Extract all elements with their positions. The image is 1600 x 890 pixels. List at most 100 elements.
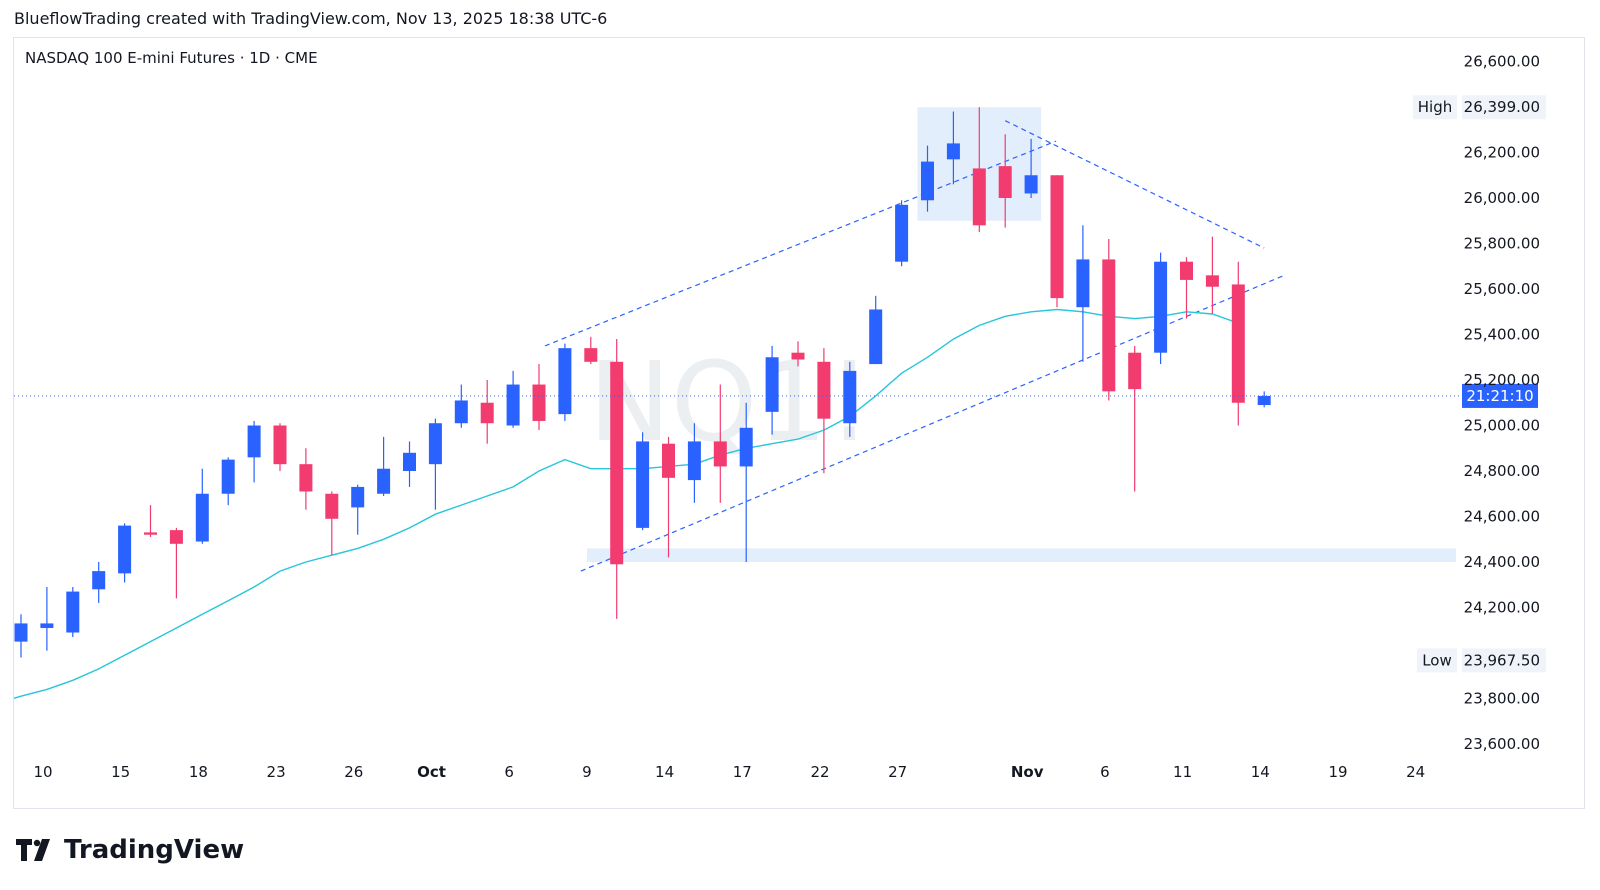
candle[interactable] (273, 423, 287, 471)
candle-body (299, 464, 313, 492)
candle[interactable] (169, 527, 183, 599)
candle[interactable] (1076, 225, 1090, 362)
candle-body (325, 493, 339, 519)
candle[interactable] (1050, 175, 1064, 308)
candle-body (247, 425, 261, 458)
descending-trendline (1004, 120, 1265, 249)
candle[interactable] (403, 441, 416, 487)
y-axis-tick-label: 25,800.00 (1464, 235, 1540, 253)
candle[interactable] (377, 436, 391, 497)
y-axis-tick-label: 24,600.00 (1464, 508, 1540, 526)
x-axis-tick-label: 6 (1100, 763, 1110, 781)
candle-body (895, 204, 909, 262)
y-axis-tick-label: 26,600.00 (1464, 53, 1540, 71)
candle-body (169, 530, 183, 544)
x-axis-tick-label: 11 (1173, 763, 1192, 781)
candle[interactable] (325, 491, 339, 556)
candle-body (195, 493, 209, 542)
channel-lower-trendline (580, 274, 1285, 572)
candle[interactable] (558, 343, 572, 421)
candle[interactable] (739, 402, 753, 562)
candle[interactable] (998, 134, 1012, 228)
x-axis-tick-label: 24 (1406, 763, 1425, 781)
y-axis-tick-label: 24,200.00 (1464, 599, 1540, 617)
candle[interactable] (610, 339, 624, 619)
candle-body (636, 441, 650, 528)
candle[interactable] (428, 418, 442, 510)
candle[interactable] (791, 341, 805, 367)
candle[interactable] (765, 345, 779, 435)
candle[interactable] (713, 384, 727, 503)
candle[interactable] (662, 436, 675, 558)
candle[interactable] (14, 614, 28, 658)
support-zone (587, 548, 1456, 562)
candle-body (610, 361, 624, 565)
y-axis-tick-label: 26,200.00 (1464, 144, 1540, 162)
candle-body (843, 370, 857, 424)
x-axis-tick-label: 19 (1328, 763, 1347, 781)
candle[interactable] (144, 505, 157, 537)
candle[interactable] (532, 364, 546, 431)
price-label-bg (1462, 383, 1538, 408)
candle-body (817, 361, 831, 419)
candle[interactable] (1205, 236, 1219, 315)
candle[interactable] (221, 457, 235, 506)
x-axis-tick-label: 9 (582, 763, 592, 781)
x-axis-tick-label: 14 (655, 763, 674, 781)
tradingview-logo-icon (16, 839, 50, 861)
high-label: High (1418, 98, 1452, 116)
low-value-bg (1462, 648, 1546, 673)
candle-body (118, 525, 132, 574)
candle[interactable] (972, 107, 986, 233)
candle[interactable] (40, 587, 54, 651)
candle-body (144, 532, 157, 535)
candle-body (1076, 259, 1090, 308)
candle[interactable] (247, 420, 261, 483)
x-axis-tick-label: 18 (189, 763, 208, 781)
candle[interactable] (195, 468, 209, 544)
candle[interactable] (66, 587, 80, 638)
candle[interactable] (1231, 261, 1245, 426)
candle[interactable] (895, 200, 909, 267)
candle[interactable] (1257, 391, 1271, 408)
low-value: 23,967.50 (1464, 651, 1540, 669)
candle-body (480, 402, 494, 424)
candle[interactable] (454, 384, 468, 428)
high-value-bg (1462, 95, 1546, 120)
y-axis-tick-label: 25,400.00 (1464, 326, 1540, 344)
candle[interactable] (506, 370, 520, 428)
candle-body (221, 459, 235, 494)
candle-body (66, 591, 80, 633)
candle[interactable] (584, 336, 598, 365)
x-axis-tick-label: Oct (417, 763, 446, 781)
candle[interactable] (1024, 138, 1038, 198)
candle[interactable] (869, 295, 883, 365)
candle[interactable] (843, 361, 857, 437)
x-axis-tick-label: 26 (344, 763, 363, 781)
candle-body (1102, 259, 1116, 392)
candle[interactable] (118, 523, 132, 583)
candle[interactable] (299, 448, 313, 510)
candle[interactable] (946, 111, 960, 185)
candle[interactable] (1128, 345, 1142, 492)
x-axis-tick-label: 22 (810, 763, 829, 781)
candle-body (1024, 175, 1038, 194)
candle[interactable] (817, 348, 831, 474)
candle-body (1205, 275, 1219, 287)
channel-upper-trendline (544, 140, 1057, 347)
candle[interactable] (921, 145, 934, 212)
tradingview-logo-text: TradingView (64, 835, 245, 865)
candle[interactable] (687, 423, 701, 503)
candle-body (765, 357, 779, 412)
candle[interactable] (1180, 257, 1193, 319)
candle[interactable] (1102, 238, 1116, 401)
candle[interactable] (92, 562, 106, 603)
candle-body (40, 623, 54, 628)
candle[interactable] (636, 432, 650, 531)
candle[interactable] (1154, 252, 1168, 365)
x-axis-tick-label: Nov (1011, 763, 1044, 781)
candle[interactable] (480, 380, 494, 444)
candle-body (428, 423, 442, 465)
candle[interactable] (351, 484, 365, 535)
